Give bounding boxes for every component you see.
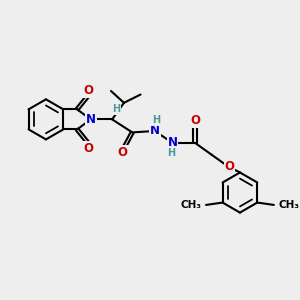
Text: CH₃: CH₃ (181, 200, 202, 210)
Text: O: O (190, 114, 200, 127)
Text: O: O (118, 146, 128, 159)
Text: H: H (152, 116, 160, 125)
Text: N: N (150, 124, 160, 137)
Text: O: O (224, 160, 235, 173)
Text: H: H (167, 148, 175, 158)
Text: H: H (112, 104, 120, 114)
Text: O: O (84, 142, 94, 154)
Text: N: N (167, 136, 178, 149)
Text: CH₃: CH₃ (278, 200, 299, 210)
Text: O: O (84, 84, 94, 97)
Text: N: N (86, 113, 96, 126)
